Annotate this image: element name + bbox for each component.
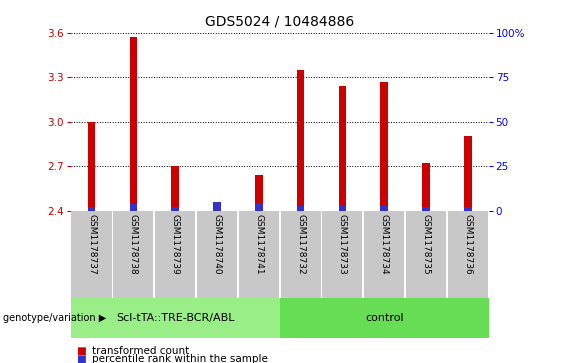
Text: control: control: [365, 313, 403, 323]
Bar: [255, 203, 263, 211]
Title: GDS5024 / 10484886: GDS5024 / 10484886: [205, 15, 354, 29]
Bar: [213, 205, 221, 211]
Bar: [113, 211, 154, 298]
Text: Scl-tTA::TRE-BCR/ABL: Scl-tTA::TRE-BCR/ABL: [116, 313, 234, 323]
Bar: [155, 211, 195, 298]
Bar: [297, 206, 305, 211]
Bar: [171, 207, 179, 211]
Bar: [88, 207, 95, 211]
Bar: [171, 166, 179, 211]
Bar: [447, 211, 488, 298]
Bar: [364, 211, 405, 298]
Bar: [464, 207, 472, 211]
Text: GSM1178735: GSM1178735: [421, 214, 431, 275]
Bar: [406, 211, 446, 298]
Bar: [422, 163, 430, 211]
Bar: [213, 201, 221, 211]
Bar: [238, 211, 279, 298]
Bar: [338, 86, 346, 211]
Text: GSM1178741: GSM1178741: [254, 214, 263, 275]
Text: GSM1178732: GSM1178732: [296, 214, 305, 275]
Bar: [255, 175, 263, 211]
Bar: [322, 211, 363, 298]
Text: ■: ■: [76, 354, 86, 363]
Text: percentile rank within the sample: percentile rank within the sample: [92, 354, 268, 363]
Text: GSM1178733: GSM1178733: [338, 214, 347, 275]
Bar: [71, 298, 280, 338]
Bar: [380, 82, 388, 211]
Bar: [338, 206, 346, 211]
Bar: [280, 298, 489, 338]
Bar: [129, 204, 137, 211]
Bar: [197, 211, 237, 298]
Text: genotype/variation ▶: genotype/variation ▶: [3, 313, 106, 323]
Bar: [297, 70, 305, 211]
Text: GSM1178737: GSM1178737: [87, 214, 96, 275]
Bar: [71, 211, 112, 298]
Bar: [464, 136, 472, 211]
Text: GSM1178739: GSM1178739: [171, 214, 180, 275]
Text: ■: ■: [76, 346, 86, 356]
Text: GSM1178736: GSM1178736: [463, 214, 472, 275]
Text: GSM1178740: GSM1178740: [212, 214, 221, 275]
Bar: [422, 207, 430, 211]
Text: GSM1178734: GSM1178734: [380, 214, 389, 275]
Bar: [280, 211, 321, 298]
Text: GSM1178738: GSM1178738: [129, 214, 138, 275]
Bar: [380, 206, 388, 211]
Bar: [129, 37, 137, 211]
Text: transformed count: transformed count: [92, 346, 189, 356]
Bar: [88, 122, 95, 211]
